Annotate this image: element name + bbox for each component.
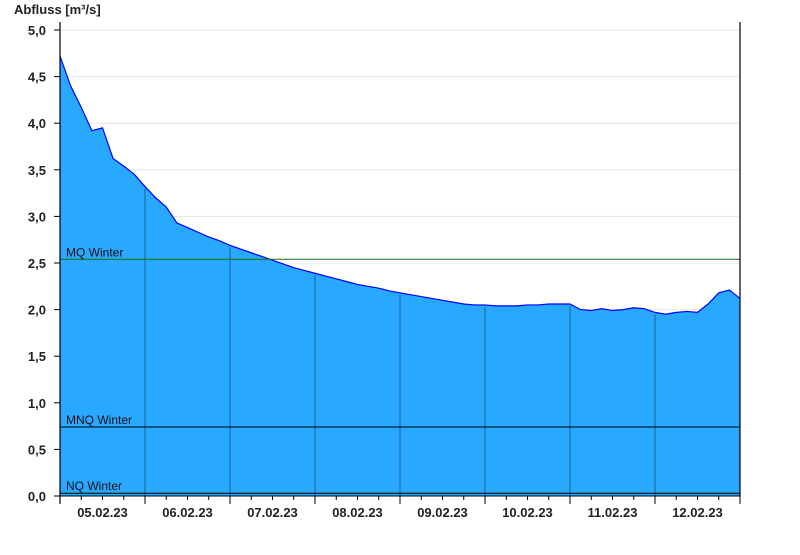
y-tick-label: 2,0 [28,303,46,318]
x-tick-label: 05.02.23 [77,505,128,520]
x-tick-label: 11.02.23 [588,505,638,520]
x-tick-label: 08.02.23 [332,505,383,520]
series-line [59,55,741,315]
y-tick-label: 0,0 [28,489,46,504]
x-tick-label: 12.02.23 [672,505,723,520]
y-tick-label: 4,0 [28,116,46,131]
y-tick-label: 0,5 [28,442,46,457]
y-axis-title: Abfluss [m³/s] [14,2,101,17]
y-tick-label: 3,0 [28,209,46,224]
y-tick-label: 1,0 [28,396,46,411]
reference-line-label: NQ Winter [66,479,122,493]
x-tick-label: 06.02.23 [162,505,213,520]
y-tick-label: 4,5 [28,70,46,85]
y-tick-label: 2,5 [28,256,46,271]
reference-lines: MQ Winter MNQ Winter NQ Winter [60,245,740,494]
x-tick-label: 10.02.23 [502,505,553,520]
reference-line-label: MQ Winter [66,245,123,259]
y-tick-label: 5,0 [28,23,46,38]
x-tick-label: 09.02.23 [417,505,468,520]
day-lines [144,188,656,496]
x-tick-label: 07.02.23 [247,505,298,520]
axes: 0,0 0,5 1,0 1,5 2,0 2,5 3,0 3,5 4,0 4,5 5,0 05.02.2… [28,22,741,520]
y-tick-label: 1,5 [28,349,46,364]
y-tick-label: 3,5 [28,163,46,178]
reference-line-label: MNQ Winter [66,413,132,427]
